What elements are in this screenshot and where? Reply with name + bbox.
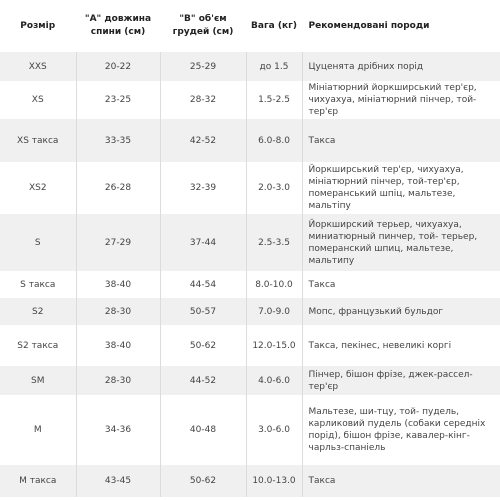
cell-weight: до 1.5 — [245, 52, 302, 81]
cell-breeds: Такса — [301, 271, 500, 298]
cell-weight: 3.0-6.0 — [245, 395, 302, 465]
cell-breeds: Такса — [301, 119, 500, 162]
table-body: XXS 20-22 25-29 до 1.5 Цуценята дрібних … — [0, 52, 500, 497]
table-header: Розмір "A" довжина спини (см) "B" об'єм … — [0, 0, 500, 52]
cell-chest: 50-57 — [159, 298, 246, 325]
table-row: S2 28-30 50-57 7.0-9.0 Мопс, французький… — [0, 298, 500, 325]
cell-size: S — [0, 214, 76, 271]
cell-breeds: Мальтезе, ши-тцу, той- пудель, карликови… — [301, 395, 500, 465]
cell-size: S2 — [0, 298, 76, 325]
cell-chest: 25-29 — [159, 52, 246, 81]
cell-breeds: Цуценята дрібних порід — [301, 52, 500, 81]
cell-back: 23-25 — [75, 81, 160, 119]
cell-back: 27-29 — [75, 214, 160, 271]
cell-weight: 12.0-15.0 — [245, 325, 302, 366]
cell-size: S такса — [0, 271, 76, 298]
header-back-length: "A" довжина спини (см) — [75, 0, 160, 52]
cell-size: XS такса — [0, 119, 76, 162]
cell-chest: 40-48 — [159, 395, 246, 465]
header-chest: "B" об'єм грудей (см) — [159, 0, 246, 52]
cell-breeds: Йоркширский терьер, чихуахуа, миниатюрны… — [301, 214, 500, 271]
header-row: Розмір "A" довжина спини (см) "B" об'єм … — [0, 0, 500, 52]
table-row: SM 28-30 44-52 4.0-6.0 Пінчер, бішон фрі… — [0, 366, 500, 395]
cell-back: 26-28 — [75, 162, 160, 214]
cell-size: XS — [0, 81, 76, 119]
header-size: Розмір — [20, 20, 56, 31]
cell-size: S2 такса — [0, 325, 76, 366]
cell-weight: 10.0-13.0 — [245, 465, 302, 497]
header-breeds: Рекомендовані породи — [301, 0, 500, 52]
cell-chest: 37-44 — [159, 214, 246, 271]
cell-chest: 50-62 — [159, 325, 246, 366]
cell-breeds: Мініатюрний йоркширський тер'єр, чихуаху… — [301, 81, 500, 119]
table-row: XXS 20-22 25-29 до 1.5 Цуценята дрібних … — [0, 52, 500, 81]
table-row: M 34-36 40-48 3.0-6.0 Мальтезе, ши-тцу, … — [0, 395, 500, 465]
cell-size: SM — [0, 366, 76, 395]
cell-breeds: Такса — [301, 465, 500, 497]
cell-weight: 2.5-3.5 — [245, 214, 302, 271]
table-row: S 27-29 37-44 2.5-3.5 Йоркширский терьер… — [0, 214, 500, 271]
cell-weight: 7.0-9.0 — [245, 298, 302, 325]
cell-chest: 32-39 — [159, 162, 246, 214]
table-row: S2 такса 38-40 50-62 12.0-15.0 Такса, пе… — [0, 325, 500, 366]
cell-back: 20-22 — [75, 52, 160, 81]
header-weight: Вага (кг) — [245, 0, 302, 52]
cell-breeds: Пінчер, бішон фрізе, джек-рассел-тер'єр — [301, 366, 500, 395]
table-row: XS 23-25 28-32 1.5-2.5 Мініатюрний йоркш… — [0, 81, 500, 119]
table-row: XS2 26-28 32-39 2.0-3.0 Йоркширський тер… — [0, 162, 500, 214]
cell-back: 28-30 — [75, 366, 160, 395]
table-row: M такса 43-45 50-62 10.0-13.0 Такса — [0, 465, 500, 497]
cell-breeds: Такса, пекінес, невеликі коргі — [301, 325, 500, 366]
cell-back: 38-40 — [75, 271, 160, 298]
cell-breeds: Мопс, французький бульдог — [301, 298, 500, 325]
cell-back: 33-35 — [75, 119, 160, 162]
cell-chest: 44-52 — [159, 366, 246, 395]
cell-back: 38-40 — [75, 325, 160, 366]
cell-chest: 28-32 — [159, 81, 246, 119]
cell-chest: 50-62 — [159, 465, 246, 497]
cell-chest: 44-54 — [159, 271, 246, 298]
cell-size: M — [0, 395, 76, 465]
cell-back: 28-30 — [75, 298, 160, 325]
table-row: S такса 38-40 44-54 8.0-10.0 Такса — [0, 271, 500, 298]
cell-weight: 2.0-3.0 — [245, 162, 302, 214]
cell-weight: 1.5-2.5 — [245, 81, 302, 119]
cell-size: XS2 — [0, 162, 76, 214]
cell-back: 34-36 — [75, 395, 160, 465]
cell-weight: 4.0-6.0 — [245, 366, 302, 395]
cell-breeds: Йоркширський тер'єр, чихуахуа, мініатюрн… — [301, 162, 500, 214]
cell-size: XXS — [0, 52, 76, 81]
cell-chest: 42-52 — [159, 119, 246, 162]
cell-back: 43-45 — [75, 465, 160, 497]
cell-weight: 8.0-10.0 — [245, 271, 302, 298]
cell-weight: 6.0-8.0 — [245, 119, 302, 162]
table-row: XS такса 33-35 42-52 6.0-8.0 Такса — [0, 119, 500, 162]
cell-size: M такса — [0, 465, 76, 497]
